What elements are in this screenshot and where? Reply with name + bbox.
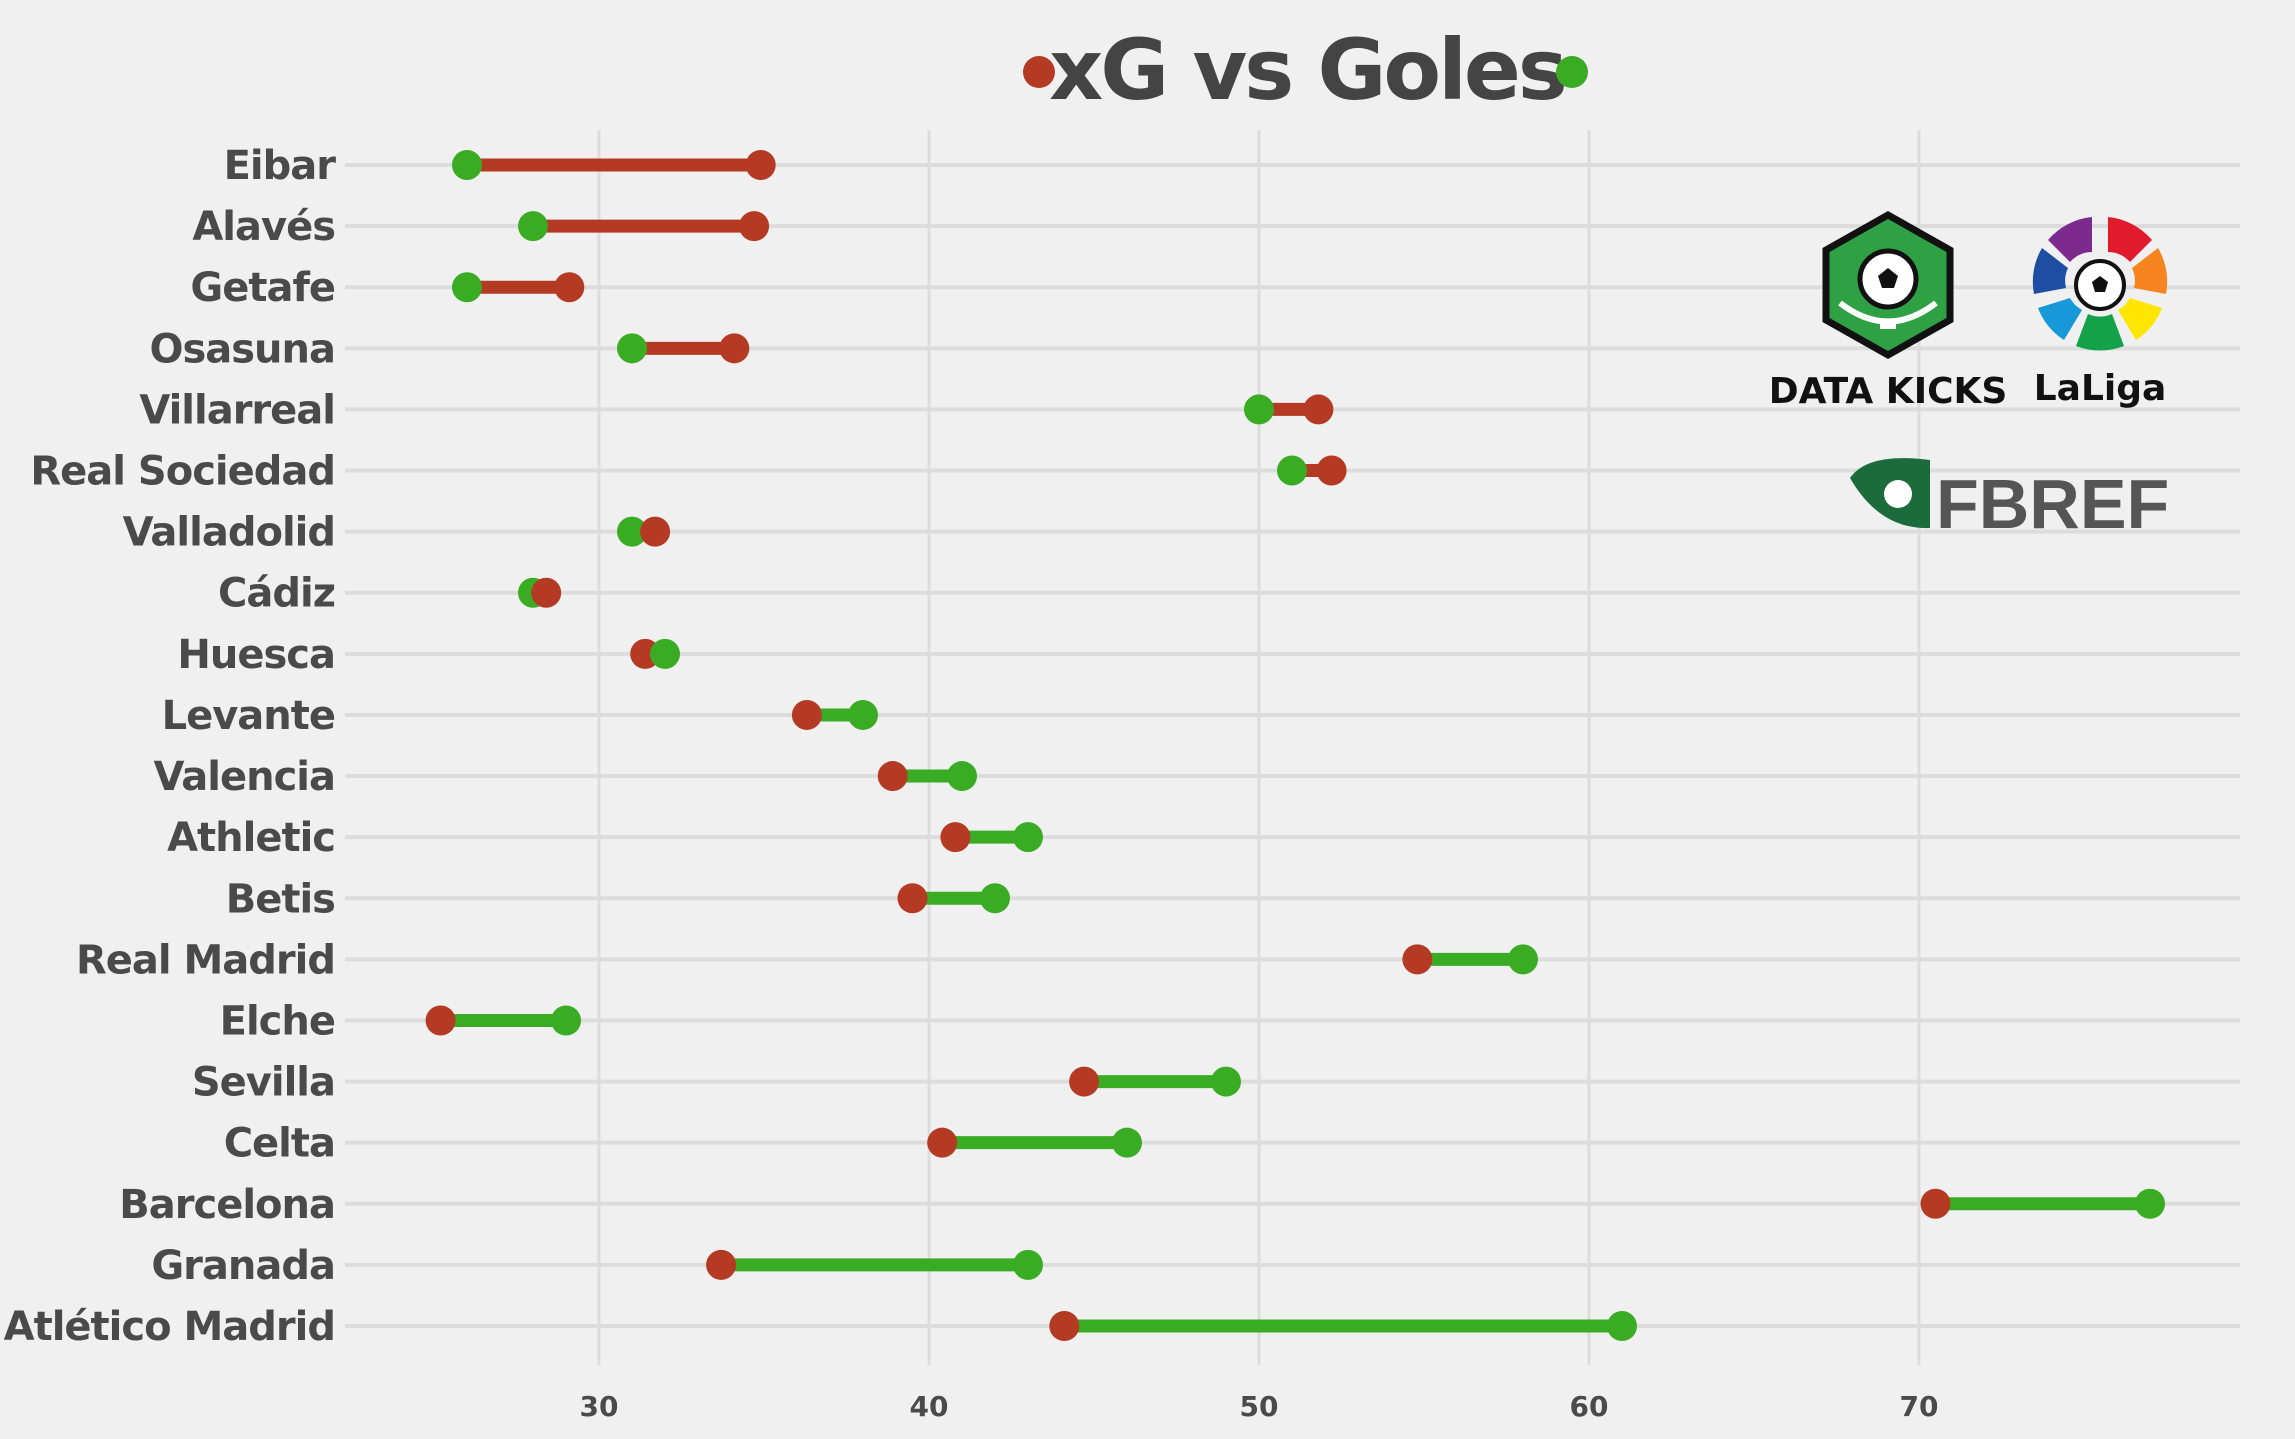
- team-label: Atlético Madrid: [4, 1304, 335, 1350]
- team-label: Granada: [151, 1243, 335, 1289]
- xg-point: [531, 577, 562, 608]
- x-tick-label: 60: [1570, 1390, 1609, 1423]
- laliga-petal-yellow-icon: [2118, 298, 2162, 340]
- xg-point: [425, 1005, 456, 1036]
- laliga-wordmark: LaLiga: [2034, 368, 2167, 409]
- data-kicks-bars-icon: [1880, 319, 1896, 329]
- laliga-petal-green-icon: [2076, 314, 2124, 351]
- laliga-petal-blue-icon: [2038, 298, 2082, 340]
- laliga-logo: LaLiga: [2032, 217, 2168, 409]
- team-label: Real Madrid: [76, 937, 335, 983]
- team-label: Elche: [220, 998, 335, 1044]
- goals-point: [1277, 455, 1307, 486]
- data-kicks-logo: DATA KICKS: [1769, 210, 2008, 412]
- team-label: Valladolid: [123, 510, 335, 556]
- team-label: Valencia: [154, 754, 336, 800]
- goals-point: [1013, 1249, 1043, 1280]
- goals-point: [518, 211, 548, 242]
- xg-point: [739, 211, 770, 242]
- goals-point: [1112, 1127, 1142, 1158]
- xg-point: [897, 883, 928, 914]
- dumbbell-marks: [425, 150, 2165, 1341]
- fbref-wordmark: FBREF: [1936, 465, 2169, 543]
- goals-point: [848, 699, 878, 730]
- fbref-ball-icon: [1884, 480, 1912, 508]
- xg-point: [745, 150, 776, 180]
- laliga-petal-purple-icon: [2048, 217, 2092, 262]
- xg-point: [791, 699, 822, 730]
- chart-title-group: xG vs Goles: [1023, 21, 1588, 119]
- goals-point: [947, 761, 977, 792]
- team-label: Athletic: [167, 815, 335, 861]
- team-labels: Eibar Alavés Getafe Osasuna Villarreal Real S…: [4, 143, 338, 1350]
- xg-point: [1303, 394, 1334, 425]
- grid-layer: [345, 130, 2240, 1365]
- data-kicks-wordmark: DATA KICKS: [1769, 371, 2008, 412]
- laliga-petal-navy-icon: [2032, 248, 2068, 294]
- xg-point: [706, 1249, 737, 1280]
- team-label: Getafe: [190, 265, 335, 311]
- goals-point: [1244, 394, 1274, 425]
- xg-point: [1049, 1311, 1080, 1341]
- goals-point: [551, 1005, 581, 1036]
- team-label: Celta: [224, 1121, 335, 1167]
- x-tick-label: 50: [1240, 1390, 1279, 1423]
- goals-point: [617, 333, 647, 364]
- x-tick-labels: 30 40 50 60 70: [580, 1390, 1939, 1423]
- laliga-ball-patch-icon: [2092, 276, 2108, 292]
- xg-point: [1069, 1066, 1100, 1097]
- xg-point: [640, 516, 671, 547]
- goals-point: [1211, 1066, 1241, 1097]
- team-label: Villarreal: [139, 387, 335, 433]
- goals-point: [1013, 822, 1043, 853]
- goals-point: [1607, 1311, 1637, 1341]
- team-label: Cádiz: [218, 571, 335, 617]
- team-label: Huesca: [177, 632, 335, 678]
- team-label: Osasuna: [149, 326, 335, 372]
- xg-point: [1920, 1188, 1951, 1219]
- team-label: Eibar: [224, 143, 337, 189]
- xg-point: [1402, 944, 1433, 975]
- xg-point: [927, 1127, 958, 1158]
- team-label: Sevilla: [192, 1060, 335, 1106]
- laliga-petal-orange-icon: [2132, 248, 2168, 294]
- goals-point: [980, 883, 1010, 914]
- goals-point: [2135, 1188, 2165, 1219]
- legend-xg-dot: [1023, 56, 1055, 88]
- xg-point: [877, 761, 908, 792]
- xg-point: [554, 272, 585, 303]
- data-kicks-ball-patch-icon: [1878, 268, 1898, 288]
- goals-point: [1508, 944, 1538, 975]
- laliga-petal-red-icon: [2108, 217, 2152, 262]
- legend-goals-dot: [1556, 56, 1588, 88]
- team-label: Barcelona: [119, 1182, 335, 1228]
- x-tick-label: 30: [580, 1390, 619, 1423]
- x-tick-label: 40: [910, 1390, 949, 1423]
- team-label: Alavés: [192, 204, 335, 250]
- xg-point: [940, 822, 971, 853]
- goals-point: [617, 516, 647, 547]
- chart-title: xG vs Goles: [1049, 21, 1565, 119]
- goals-point: [650, 638, 680, 669]
- fbref-logo: FBREF: [1850, 458, 2169, 543]
- team-label: Real Sociedad: [30, 449, 335, 495]
- goals-point: [452, 272, 482, 303]
- team-label: Levante: [162, 693, 335, 739]
- team-label: Betis: [226, 876, 335, 922]
- xg-point: [1316, 455, 1347, 486]
- xg-point: [719, 333, 750, 364]
- x-tick-label: 70: [1900, 1390, 1939, 1423]
- goals-point: [452, 150, 482, 180]
